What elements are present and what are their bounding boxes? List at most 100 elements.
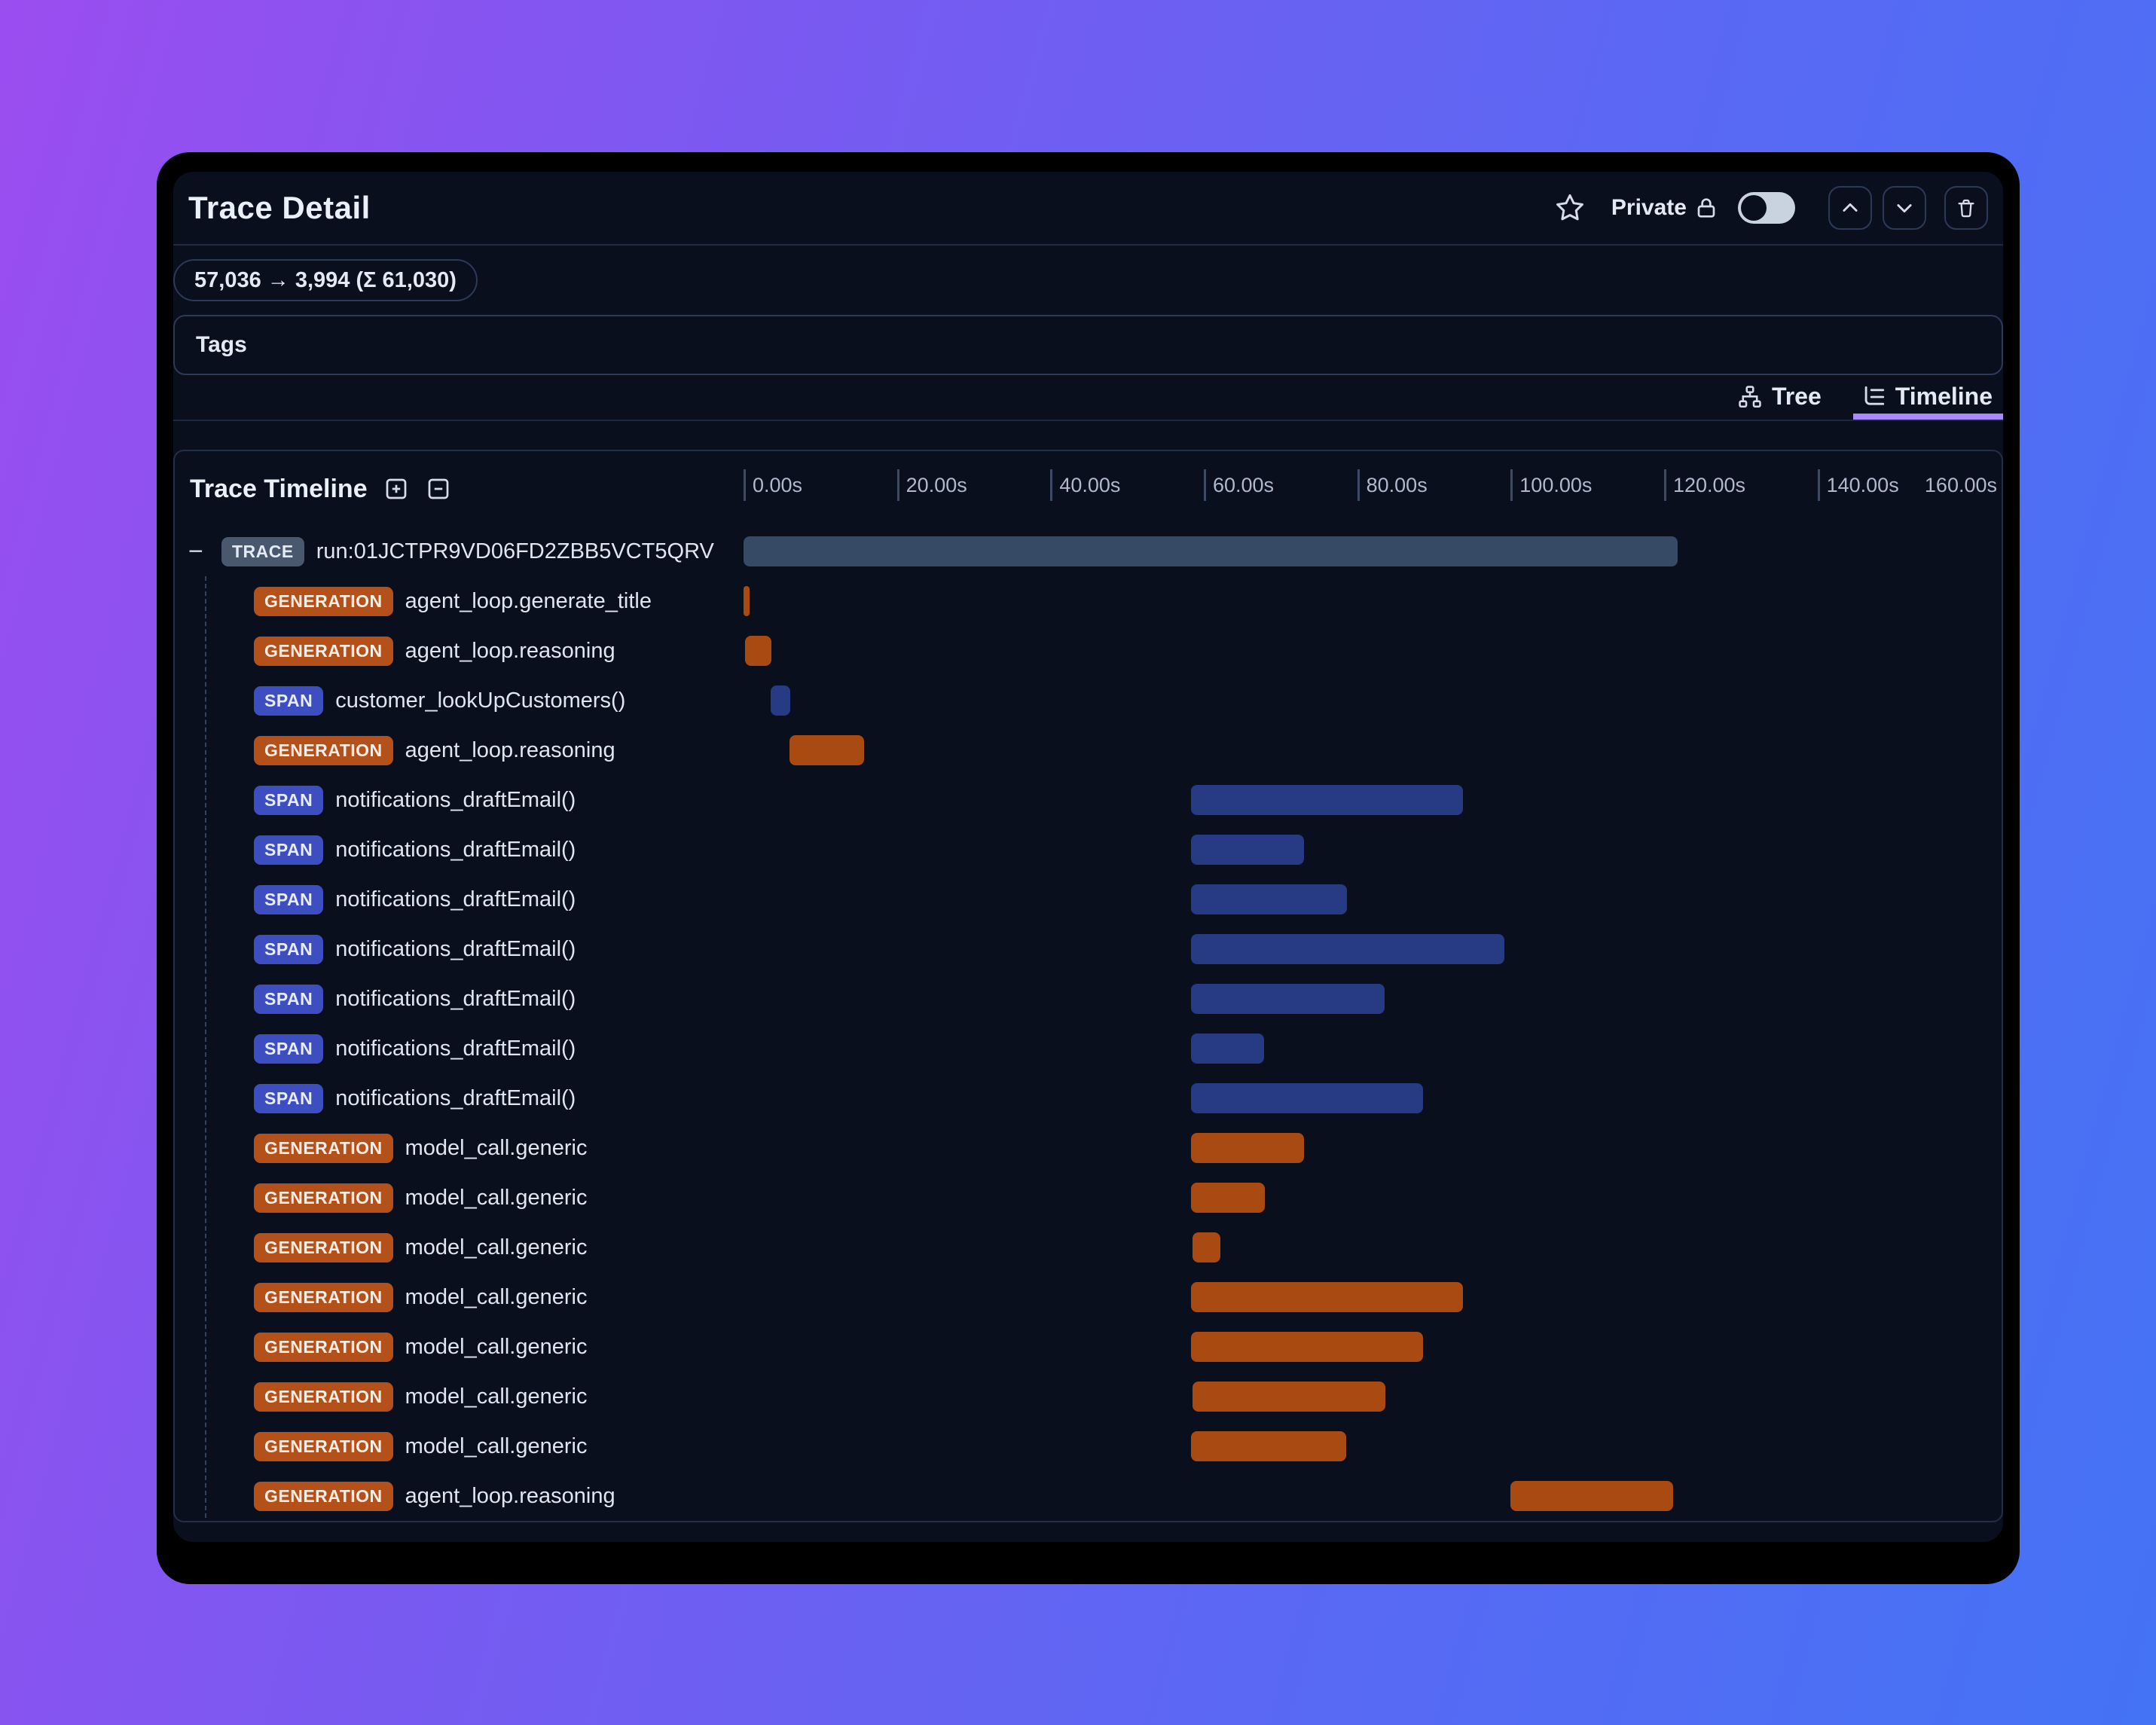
generation-duration-bar[interactable]	[789, 735, 864, 765]
timeline-row[interactable]: − TRACE run:01JCTPR9VD06FD2ZBB5VCT5QRV	[175, 527, 2002, 576]
axis-label: 40.00s	[1059, 474, 1121, 496]
row-chart-cell	[744, 1322, 2002, 1372]
timeline-row[interactable]: SPAN notifications_draftEmail()	[175, 875, 2002, 924]
row-name-cell: SPAN notifications_draftEmail()	[175, 835, 744, 865]
axis-label: 0.00s	[753, 474, 803, 496]
chevron-up-button[interactable]	[1828, 186, 1872, 230]
generation-badge: GENERATION	[254, 1282, 393, 1312]
timeline-row[interactable]: GENERATION model_call.generic	[175, 1322, 2002, 1372]
timeline-row[interactable]: SPAN notifications_draftEmail()	[175, 974, 2002, 1024]
tab-timeline-label: Timeline	[1895, 383, 1993, 410]
row-name-cell: GENERATION agent_loop.generate_title	[175, 586, 744, 616]
generation-duration-bar[interactable]	[1192, 1382, 1386, 1412]
generation-badge: GENERATION	[254, 636, 393, 666]
row-name-cell: SPAN notifications_draftEmail()	[175, 984, 744, 1014]
axis-label: 100.00s	[1519, 474, 1593, 496]
row-label: agent_loop.generate_title	[405, 588, 652, 613]
axis-label: 20.00s	[905, 474, 967, 496]
generation-duration-bar[interactable]	[1192, 1232, 1221, 1262]
axis-tick	[744, 469, 746, 501]
row-label: model_call.generic	[405, 1384, 588, 1409]
chevron-down-button[interactable]	[1883, 186, 1926, 230]
delete-button[interactable]	[1944, 186, 1988, 230]
chevron-up-icon	[1840, 197, 1861, 218]
timeline-row[interactable]: SPAN notifications_draftEmail()	[175, 924, 2002, 974]
timeline-row[interactable]: SPAN customer_lookUpCustomers()	[175, 676, 2002, 725]
axis-end-label: 160.00s	[1924, 474, 1997, 496]
privacy-toggle[interactable]	[1738, 192, 1795, 224]
timeline-row[interactable]: GENERATION model_call.generic	[175, 1173, 2002, 1223]
row-chart-cell	[744, 924, 2002, 974]
generation-duration-bar[interactable]	[1190, 1133, 1305, 1163]
axis-label: 120.00s	[1672, 474, 1746, 496]
row-label: agent_loop.reasoning	[405, 638, 615, 663]
span-duration-bar[interactable]	[1190, 835, 1305, 865]
span-badge: SPAN	[254, 835, 324, 865]
star-icon[interactable]	[1554, 192, 1586, 224]
tab-timeline[interactable]: Timeline	[1853, 383, 2003, 420]
row-label: model_call.generic	[405, 1135, 588, 1160]
row-chart-cell	[744, 1173, 2002, 1223]
span-badge: SPAN	[254, 1083, 324, 1113]
generation-duration-bar[interactable]	[744, 586, 750, 616]
timeline-row[interactable]: GENERATION agent_loop.generate_title	[175, 576, 2002, 626]
span-badge: SPAN	[254, 884, 324, 914]
generation-badge: GENERATION	[254, 1183, 393, 1213]
collapse-toggle[interactable]: −	[188, 539, 221, 564]
timeline-row[interactable]: GENERATION model_call.generic	[175, 1223, 2002, 1272]
chevron-down-icon	[1894, 197, 1915, 218]
expand-all-button[interactable]	[383, 475, 410, 502]
tags-input[interactable]: Tags	[173, 315, 2003, 375]
axis-tick	[1203, 469, 1206, 501]
row-name-cell: GENERATION model_call.generic	[175, 1431, 744, 1461]
timeline-row[interactable]: GENERATION model_call.generic	[175, 1123, 2002, 1173]
row-chart-cell	[744, 1272, 2002, 1322]
span-duration-bar[interactable]	[1190, 934, 1505, 964]
span-badge: SPAN	[254, 1033, 324, 1064]
timeline-row[interactable]: SPAN notifications_draftEmail()	[175, 1024, 2002, 1073]
timeline-row[interactable]: GENERATION model_call.generic	[175, 1421, 2002, 1471]
row-chart-cell	[744, 676, 2002, 725]
timeline-row[interactable]: GENERATION agent_loop.reasoning	[175, 1471, 2002, 1521]
generation-badge: GENERATION	[254, 1232, 393, 1262]
row-name-cell: SPAN notifications_draftEmail()	[175, 934, 744, 964]
timeline-row[interactable]: SPAN notifications_draftEmail()	[175, 825, 2002, 875]
trace-duration-bar[interactable]	[744, 536, 1678, 566]
generation-duration-bar[interactable]	[1190, 1431, 1347, 1461]
row-name-cell: GENERATION agent_loop.reasoning	[175, 1481, 744, 1511]
timeline-row[interactable]: SPAN notifications_draftEmail()	[175, 775, 2002, 825]
row-chart-cell	[744, 1372, 2002, 1421]
span-duration-bar[interactable]	[1190, 1083, 1424, 1113]
generation-duration-bar[interactable]	[1190, 1183, 1266, 1213]
timeline-row[interactable]: GENERATION model_call.generic	[175, 1272, 2002, 1322]
row-name-cell: SPAN notifications_draftEmail()	[175, 1033, 744, 1064]
timeline-card-header-left: Trace Timeline	[175, 475, 744, 504]
span-duration-bar[interactable]	[1190, 785, 1464, 815]
generation-duration-bar[interactable]	[1190, 1332, 1424, 1362]
span-duration-bar[interactable]	[770, 685, 791, 716]
row-label: notifications_draftEmail()	[335, 887, 576, 911]
row-label: notifications_draftEmail()	[335, 1085, 576, 1110]
window-content: Trace Detail Private	[173, 172, 2003, 1542]
timeline-row[interactable]: GENERATION agent_loop.reasoning	[175, 626, 2002, 676]
span-badge: SPAN	[254, 785, 324, 815]
tab-tree[interactable]: Tree	[1730, 383, 1832, 420]
generation-duration-bar[interactable]	[1190, 1282, 1464, 1312]
generation-duration-bar[interactable]	[745, 636, 771, 666]
time-axis: 0.00s 20.00s 40.00s 60.00s 80.00s 100.00s 120.…	[744, 451, 2002, 527]
span-duration-bar[interactable]	[1190, 984, 1385, 1014]
axis-tick	[1357, 469, 1360, 501]
row-name-cell: GENERATION model_call.generic	[175, 1232, 744, 1262]
timeline-row[interactable]: GENERATION model_call.generic	[175, 1372, 2002, 1421]
generation-badge: GENERATION	[254, 1133, 393, 1163]
generation-badge: GENERATION	[254, 1332, 393, 1362]
axis-label: 80.00s	[1366, 474, 1428, 496]
timeline-row[interactable]: GENERATION agent_loop.reasoning	[175, 725, 2002, 775]
generation-duration-bar[interactable]	[1510, 1481, 1674, 1511]
span-duration-bar[interactable]	[1190, 1033, 1265, 1064]
generation-badge: GENERATION	[254, 1481, 393, 1511]
span-duration-bar[interactable]	[1190, 884, 1348, 914]
collapse-all-button[interactable]	[425, 475, 452, 502]
row-name-cell: GENERATION model_call.generic	[175, 1282, 744, 1312]
timeline-row[interactable]: SPAN notifications_draftEmail()	[175, 1073, 2002, 1123]
